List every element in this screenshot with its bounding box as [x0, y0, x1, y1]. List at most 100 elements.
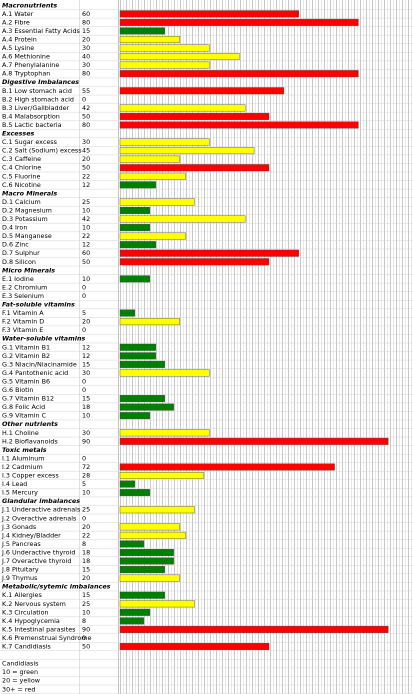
row-value: 0: [82, 514, 86, 522]
bar: [119, 224, 150, 232]
row-value: 12: [82, 343, 90, 351]
row-label: D.4 Iron: [2, 224, 27, 232]
row-label: K.7 Candidiasis: [2, 643, 51, 651]
row-label: A.8 Tryptophan: [2, 70, 50, 78]
bar: [119, 10, 300, 18]
row-label: J.7 Overactive thyroid: [1, 557, 71, 565]
bar: [119, 360, 165, 368]
bar: [119, 352, 156, 360]
row-label: F.3 Vitamin E: [2, 326, 43, 334]
row-label: C.6 Nicotine: [2, 181, 41, 189]
bar: [119, 472, 204, 480]
bar: [119, 44, 210, 52]
bar: [119, 531, 186, 539]
section-title: Metabolic/sytemic imbalances: [2, 583, 111, 591]
bar: [119, 549, 174, 556]
row-label: I.1 Aluminum: [2, 454, 45, 462]
bar: [119, 395, 165, 403]
row-value: 72: [82, 463, 90, 471]
row-value: 0: [82, 292, 86, 300]
row-value: 12: [82, 352, 90, 360]
section-title: Excesses: [2, 130, 35, 138]
row-label: D.6 Zinc: [2, 241, 29, 249]
row-value: 18: [82, 403, 90, 411]
row-label: J.1 Underactive adrenals: [1, 506, 81, 514]
row-value: 10: [82, 412, 90, 420]
row-label: E.2 Chromium: [2, 283, 47, 291]
row-value: 50: [82, 112, 90, 120]
section-title: Macronutrients: [2, 1, 57, 9]
bar: [119, 412, 150, 420]
row-value: 90: [82, 625, 90, 633]
row-value: 80: [82, 18, 90, 26]
row-value: 8: [82, 540, 86, 548]
bar: [119, 506, 195, 514]
row-value: 20: [82, 318, 90, 326]
row-label: C.2 Salt (Sodium) excess: [2, 147, 82, 155]
row-label: A.1 Water: [2, 10, 34, 18]
row-value: 28: [82, 472, 90, 480]
row-value: 80: [82, 70, 90, 78]
row-label: K.3 Circulation: [2, 608, 49, 616]
bar: [119, 241, 156, 249]
row-value: 22: [82, 172, 90, 180]
row-label: B.1 Low stomach acid: [2, 87, 72, 95]
row-value: 30: [82, 44, 90, 52]
row-label: G.8 Folic Acid: [2, 403, 45, 411]
row-value: 12: [82, 181, 90, 189]
bar: [119, 70, 359, 78]
section-title: Glandular imbalances: [2, 497, 80, 505]
bar: [119, 206, 150, 214]
row-label: D.5 Manganese: [2, 232, 52, 240]
bar: [119, 172, 186, 180]
section-title: Micro Minerals: [2, 266, 55, 274]
row-label: K.2 Nervous system: [2, 600, 66, 608]
row-value: 8: [82, 617, 86, 625]
row-value: 42: [82, 215, 90, 223]
row-label: A.2 Fibre: [2, 18, 30, 26]
row-label: C.4 Chlorine: [2, 164, 41, 172]
bar: [119, 181, 156, 189]
legend-text: 30+ = red: [2, 685, 35, 693]
row-value: 0: [82, 454, 86, 462]
row-value: 0: [82, 326, 86, 334]
row-value: 10: [82, 489, 90, 497]
row-value: 0: [82, 283, 86, 291]
row-value: 10: [82, 206, 90, 214]
row-label: A.4 Protein: [2, 35, 37, 43]
row-value: 60: [82, 10, 90, 18]
bar: [119, 591, 165, 599]
row-value: 20: [82, 35, 90, 43]
row-label: D.3 Potassium: [2, 215, 48, 223]
row-label: F.1 Vitamin A: [2, 309, 44, 317]
bar: [119, 112, 270, 120]
bar: [119, 574, 180, 582]
bar: [119, 18, 359, 26]
row-value: 42: [82, 104, 90, 112]
row-value: 22: [82, 531, 90, 539]
row-value: 10: [82, 608, 90, 616]
row-label: A.3 Essential Fatty Acids: [2, 27, 81, 35]
row-label: E.3 Selenium: [2, 292, 44, 300]
row-label: K.4 Hypoglycemia: [2, 617, 60, 625]
row-label: F.2 Vitamin D: [2, 318, 44, 326]
bar: [119, 198, 195, 206]
row-value: 20: [82, 155, 90, 163]
row-value: 18: [82, 548, 90, 556]
row-value: 30: [82, 429, 90, 437]
row-value: 18: [82, 557, 90, 565]
row-label: G.1 Vitamin B1: [2, 343, 50, 351]
bar: [119, 540, 145, 548]
row-label: G.5 Vitamin B6: [2, 377, 50, 385]
row-value: 25: [82, 600, 90, 608]
row-label: G.4 Pantothenic acid: [2, 369, 68, 377]
row-label: G.6 Biotin: [2, 386, 33, 394]
row-value: 30: [82, 369, 90, 377]
bar: [119, 600, 195, 608]
bar: [119, 617, 145, 625]
bar: [119, 249, 300, 257]
bar: [119, 480, 136, 488]
row-label: K.6 Premenstrual Syndrome: [2, 634, 91, 642]
bar: [119, 463, 335, 471]
row-value: 10: [82, 275, 90, 283]
